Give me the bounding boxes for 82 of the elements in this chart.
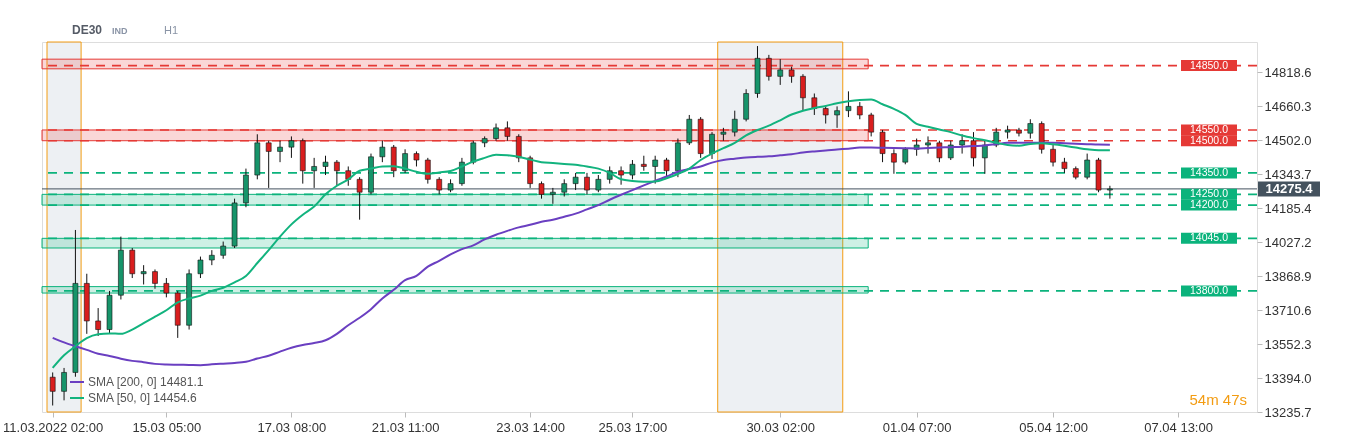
ref-line-label: 14550.0	[1190, 122, 1229, 135]
ref-line-label: 13800.0	[1190, 283, 1229, 296]
ref-line-label: 14850.0	[1190, 58, 1229, 71]
ref-line-label: 14250.0	[1190, 187, 1229, 200]
candlestick	[311, 157, 317, 189]
candlestick	[731, 110, 738, 137]
candlestick	[402, 148, 408, 174]
candlestick	[868, 112, 874, 137]
candlestick	[584, 172, 590, 195]
candlestick	[49, 371, 56, 406]
candlestick	[777, 58, 784, 86]
candlestick	[550, 187, 556, 205]
x-tick-label: 21.03 11:00	[371, 419, 440, 435]
annotation: 54m 47s	[1189, 391, 1247, 408]
candlestick	[891, 148, 897, 175]
text: H1	[164, 24, 179, 36]
candlestick	[879, 129, 886, 163]
candlestick	[390, 144, 397, 178]
candlestick	[800, 73, 806, 112]
y-tick-label: 13868.9	[1264, 268, 1312, 284]
candlestick	[1084, 153, 1090, 180]
candlestick	[925, 135, 931, 155]
candlestick	[288, 135, 295, 159]
x-tick-label: 17.03 08:00	[257, 419, 327, 435]
ref-line-label: 14275.4	[1265, 180, 1314, 196]
candlestick	[322, 155, 329, 176]
candlestick	[1107, 185, 1113, 200]
y-tick-label: 14185.4	[1264, 200, 1312, 216]
y-tick-label: 14502.0	[1264, 132, 1312, 148]
candlestick	[197, 256, 204, 279]
candlestick	[379, 140, 386, 163]
y-tick-label: 13552.3	[1264, 336, 1312, 352]
legend-label: SMA [50, 0] 14454.6	[88, 391, 198, 405]
y-tick-label: 13710.6	[1264, 302, 1312, 318]
x-tick-label: 25.03 17:00	[598, 419, 668, 435]
candlestick	[345, 165, 352, 187]
candlestick	[618, 165, 624, 186]
candlestick	[709, 131, 715, 160]
candlestick	[470, 140, 477, 165]
candlestick	[277, 140, 283, 163]
candlestick	[152, 268, 158, 290]
x-tick-label: 15.03 05:00	[132, 419, 202, 435]
y-tick-label: 14343.7	[1264, 166, 1312, 182]
y-tick-label: 14660.3	[1264, 98, 1312, 114]
candlestick	[1027, 118, 1034, 140]
candlestick	[686, 114, 693, 146]
x-tick-label: 23.03 14:00	[496, 419, 565, 435]
candlestick	[652, 155, 658, 185]
y-tick-label: 14818.6	[1264, 64, 1312, 80]
candlestick	[334, 159, 340, 187]
candlestick	[629, 159, 636, 180]
candlestick	[504, 120, 511, 142]
chart-title: DE30	[72, 23, 103, 37]
ref-line-label: 14045.0	[1190, 231, 1229, 244]
candlestick	[140, 264, 147, 285]
candlestick	[515, 133, 522, 163]
candlestick	[163, 277, 170, 298]
y-tick-label: 13235.7	[1264, 404, 1312, 420]
candlestick	[129, 247, 136, 279]
candlestick	[1050, 144, 1056, 167]
candlestick	[265, 140, 272, 189]
candlestick	[459, 157, 465, 187]
candlestick	[95, 307, 101, 337]
ref-line-label: 14200.0	[1190, 198, 1229, 211]
ref-line-label: 14500.0	[1190, 133, 1229, 146]
candlestick	[982, 140, 988, 175]
x-tick-label: 11.03.2022 02:00	[3, 419, 104, 435]
candlestick	[766, 54, 772, 82]
x-tick-label: 01.04 07:00	[882, 419, 952, 435]
ref-line-label: 14350.0	[1190, 165, 1229, 178]
y-tick-label: 13394.0	[1264, 370, 1312, 386]
candlestick	[959, 133, 965, 155]
x-tick-label: 05.04 12:00	[1019, 419, 1088, 435]
candlestick	[356, 176, 363, 221]
candlestick	[61, 367, 67, 401]
x-tick-label: 07.04 13:00	[1144, 419, 1213, 435]
y-tick-label: 14027.2	[1264, 234, 1312, 250]
x-tick-label: 30.03 02:00	[746, 419, 816, 435]
text: IND	[112, 26, 128, 36]
legend-label: SMA [200, 0] 14481.1	[88, 375, 204, 389]
candlestick	[834, 105, 840, 129]
candlestick	[845, 90, 852, 118]
